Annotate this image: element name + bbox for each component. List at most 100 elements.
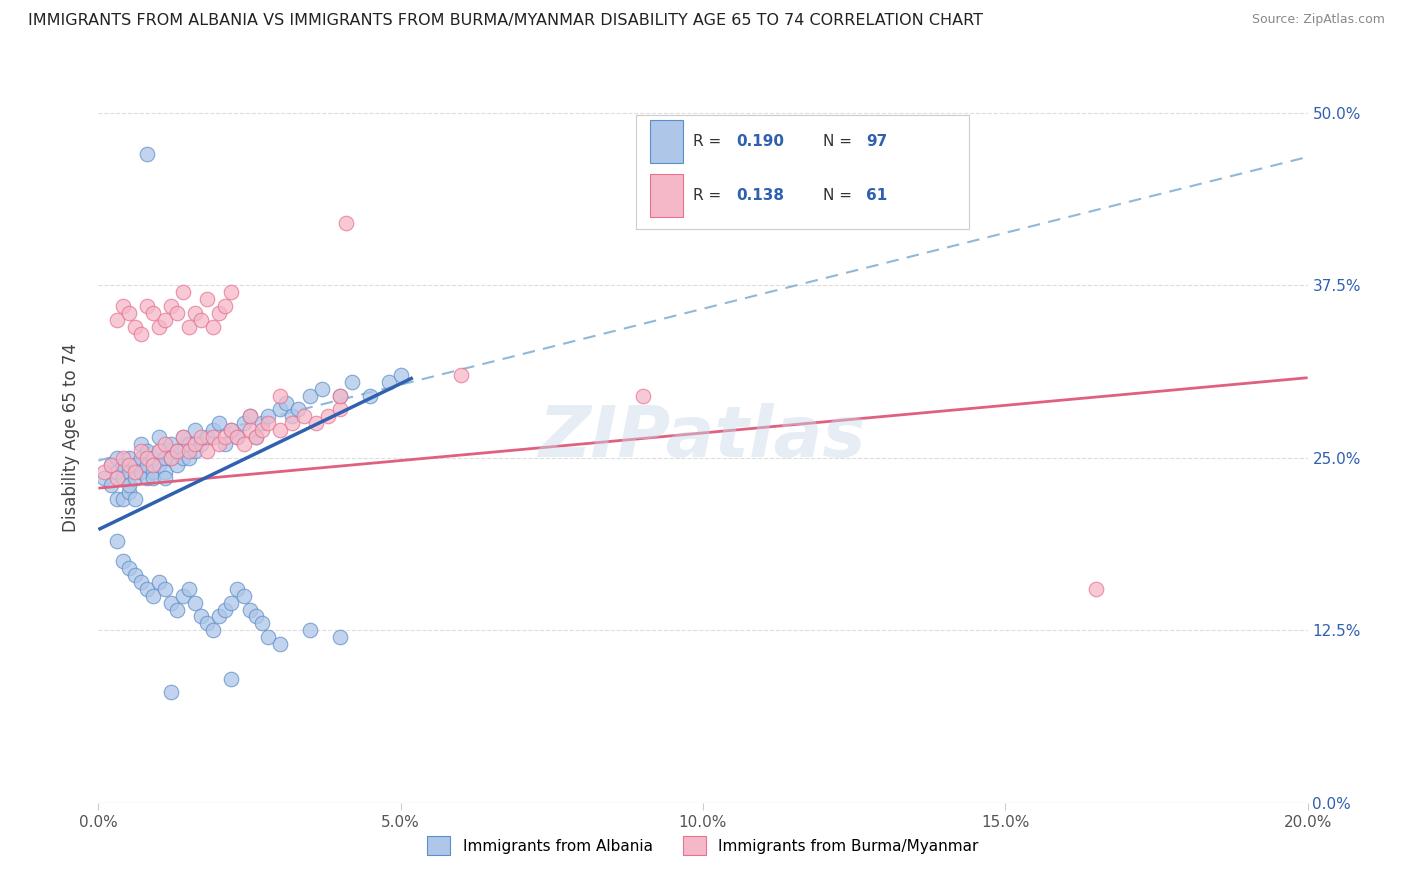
Point [221,672,243,686]
Point [221,596,243,610]
Point [166,458,188,472]
Point [377,375,399,389]
Point [202,430,225,444]
Point [100,458,122,472]
Point [93,465,115,479]
Point [118,306,141,320]
Point [166,443,188,458]
Point [172,430,194,444]
Point [129,574,152,589]
Point [135,443,157,458]
Point [148,574,170,589]
Point [111,458,134,472]
Point [269,637,291,651]
Point [316,409,339,424]
Point [153,450,176,465]
Point [105,465,128,479]
Point [135,147,157,161]
Point [160,437,183,451]
Point [142,306,165,320]
Point [256,409,278,424]
Point [239,423,262,437]
Point [1085,582,1108,596]
Point [148,443,170,458]
Point [148,430,170,444]
Point [100,478,122,492]
Point [195,616,218,631]
Point [208,437,231,451]
Point [202,624,225,638]
Point [226,430,249,444]
Point [166,306,188,320]
Point [160,596,183,610]
Point [179,582,201,596]
Point [105,450,128,465]
Point [111,554,134,568]
Point [226,430,249,444]
Point [129,326,152,341]
Point [105,492,128,507]
Point [239,409,262,424]
Point [184,306,207,320]
Point [190,312,212,326]
Point [299,389,322,403]
Point [305,417,328,431]
Point [172,450,194,465]
Point [274,395,297,409]
Point [221,423,243,437]
Point [311,382,333,396]
Point [179,319,201,334]
Point [329,389,352,403]
Point [232,437,254,451]
Point [184,423,207,437]
Point [190,437,212,451]
Point [129,443,152,458]
Text: Source: ZipAtlas.com: Source: ZipAtlas.com [1251,13,1385,27]
Point [160,685,183,699]
Point [135,471,157,485]
Point [221,285,243,300]
Point [118,561,141,575]
Point [389,368,412,382]
Point [184,443,207,458]
Point [184,437,207,451]
Point [256,417,278,431]
Point [292,409,315,424]
Point [245,430,267,444]
Point [111,450,134,465]
Point [179,450,201,465]
Point [208,306,231,320]
Point [190,609,212,624]
Point [335,216,357,230]
Point [269,423,291,437]
Point [105,471,128,485]
Text: ZIPatlas: ZIPatlas [540,402,866,472]
Point [148,319,170,334]
Point [208,609,231,624]
Point [226,582,249,596]
Point [214,602,236,616]
Point [172,589,194,603]
Point [195,443,218,458]
Point [221,423,243,437]
Point [214,437,236,451]
Point [190,430,212,444]
Point [631,389,654,403]
Point [256,630,278,644]
Point [129,450,152,465]
Point [360,389,382,403]
Point [118,465,141,479]
Point [287,402,309,417]
Point [129,437,152,451]
Point [124,492,146,507]
Point [129,465,152,479]
Point [450,368,472,382]
Point [153,437,176,451]
Point [100,458,122,472]
Point [179,443,201,458]
Point [172,430,194,444]
Point [239,409,262,424]
Point [142,458,165,472]
Point [281,417,304,431]
Point [245,430,267,444]
